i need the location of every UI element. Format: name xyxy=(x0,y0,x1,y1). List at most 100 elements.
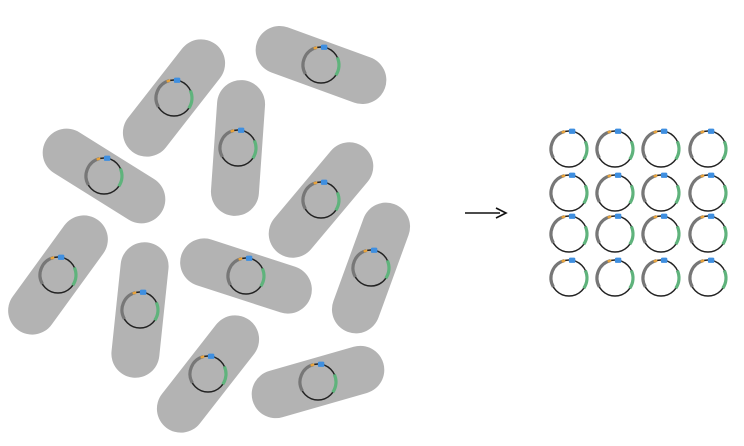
origin-marker xyxy=(568,213,576,219)
origin-marker xyxy=(139,289,147,295)
plasmid-icon xyxy=(301,44,341,84)
resistance-gene-segment xyxy=(628,140,635,161)
plasmid-grey-segment xyxy=(154,79,170,108)
origin-marker xyxy=(707,172,715,178)
promoter-mark xyxy=(607,130,612,134)
bacterium-cell xyxy=(268,142,374,258)
plasmid-grey-segment xyxy=(595,174,611,203)
resistance-gene-segment xyxy=(674,269,681,290)
plasmid-grey-segment xyxy=(84,157,100,186)
resistance-gene-segment xyxy=(71,266,78,287)
bacterium-cell xyxy=(180,238,312,314)
resistance-gene-segment xyxy=(721,225,728,246)
promoter-mark xyxy=(96,157,101,161)
resistance-gene-segment xyxy=(582,269,589,290)
bacterium-cell xyxy=(111,242,169,378)
plasmid-icon xyxy=(38,254,78,294)
plasmid-icon xyxy=(641,172,681,212)
resistance-gene-segment xyxy=(674,140,681,161)
origin-marker xyxy=(614,257,622,263)
rod-shaped-bacterium-icon xyxy=(8,215,108,335)
promoter-mark xyxy=(363,249,368,253)
plasmid-icon xyxy=(84,155,124,195)
resistance-gene-segment xyxy=(331,373,338,394)
promoter-mark xyxy=(561,215,566,219)
origin-marker xyxy=(237,127,245,133)
resistance-gene-segment xyxy=(674,225,681,246)
promoter-mark xyxy=(700,259,705,263)
plasmid-grey-segment xyxy=(641,174,657,203)
promoter-mark xyxy=(561,130,566,134)
origin-marker xyxy=(614,172,622,178)
resistance-gene-segment xyxy=(334,56,341,77)
bacterium-cell xyxy=(210,80,266,216)
plasmid-icon xyxy=(298,361,338,401)
rod-shaped-bacterium-icon xyxy=(122,39,226,157)
promoter-mark xyxy=(653,259,658,263)
origin-marker xyxy=(317,361,325,367)
plasmid-icon xyxy=(549,257,589,297)
origin-marker xyxy=(707,128,715,134)
plasmid-icon xyxy=(549,172,589,212)
plasmid-grey-segment xyxy=(641,215,657,244)
resistance-gene-segment xyxy=(187,89,194,110)
rod-shaped-bacterium-icon xyxy=(255,25,387,105)
plasmid-icon xyxy=(351,247,391,287)
promoter-mark xyxy=(700,174,705,178)
origin-marker xyxy=(320,44,328,50)
plasmid-icon xyxy=(641,128,681,168)
bacterium-cell xyxy=(8,215,108,335)
bacterium-cell xyxy=(331,202,411,334)
plasmid-icon xyxy=(641,213,681,253)
plasmid-icon xyxy=(595,128,635,168)
origin-marker xyxy=(173,77,181,83)
rod-shaped-bacterium-icon xyxy=(210,80,266,216)
origin-marker xyxy=(568,172,576,178)
plasmid-grey-segment xyxy=(688,215,704,244)
rod-shaped-bacterium-icon xyxy=(42,128,166,224)
promoter-mark xyxy=(700,215,705,219)
plasmid-icon xyxy=(595,213,635,253)
plasmid-grey-segment xyxy=(226,257,242,286)
plasmid-grey-segment xyxy=(595,259,611,288)
promoter-mark xyxy=(166,79,171,83)
promoter-mark xyxy=(653,130,658,134)
plasmid-icon xyxy=(688,257,728,297)
plasmid-grey-segment xyxy=(351,249,367,278)
origin-marker xyxy=(320,179,328,185)
plasmid-grey-segment xyxy=(301,46,317,75)
plasmid-grey-segment xyxy=(301,181,317,210)
resistance-gene-segment xyxy=(674,184,681,205)
promoter-mark xyxy=(653,174,658,178)
promoter-mark xyxy=(313,181,318,185)
rod-shaped-bacterium-icon xyxy=(268,142,374,258)
bacterium-cell xyxy=(122,39,226,157)
promoter-mark xyxy=(132,291,137,295)
plasmid-icon xyxy=(595,172,635,212)
plasmid-grey-segment xyxy=(549,130,565,159)
origin-marker xyxy=(57,254,65,260)
rod-shaped-bacterium-icon xyxy=(180,238,312,314)
origin-marker xyxy=(568,128,576,134)
right-arrow-icon xyxy=(495,207,508,219)
plasmid-icon xyxy=(120,289,160,329)
plasmid-grey-segment xyxy=(549,215,565,244)
promoter-mark xyxy=(561,174,566,178)
origin-marker xyxy=(245,255,253,261)
origin-marker xyxy=(660,172,668,178)
resistance-gene-segment xyxy=(721,269,728,290)
plasmid-grey-segment xyxy=(188,355,204,384)
resistance-gene-segment xyxy=(251,139,258,160)
resistance-gene-segment xyxy=(259,267,266,288)
rod-shaped-bacterium-icon xyxy=(251,345,385,419)
bacteria-population xyxy=(8,25,411,433)
resistance-gene-segment xyxy=(153,301,160,322)
resistance-gene-segment xyxy=(721,140,728,161)
plasmid-grey-segment xyxy=(38,256,54,285)
promoter-mark xyxy=(313,46,318,50)
resistance-gene-segment xyxy=(628,269,635,290)
plasmid-icon xyxy=(154,77,194,117)
promoter-mark xyxy=(310,363,315,367)
plasmid-grey-segment xyxy=(641,259,657,288)
